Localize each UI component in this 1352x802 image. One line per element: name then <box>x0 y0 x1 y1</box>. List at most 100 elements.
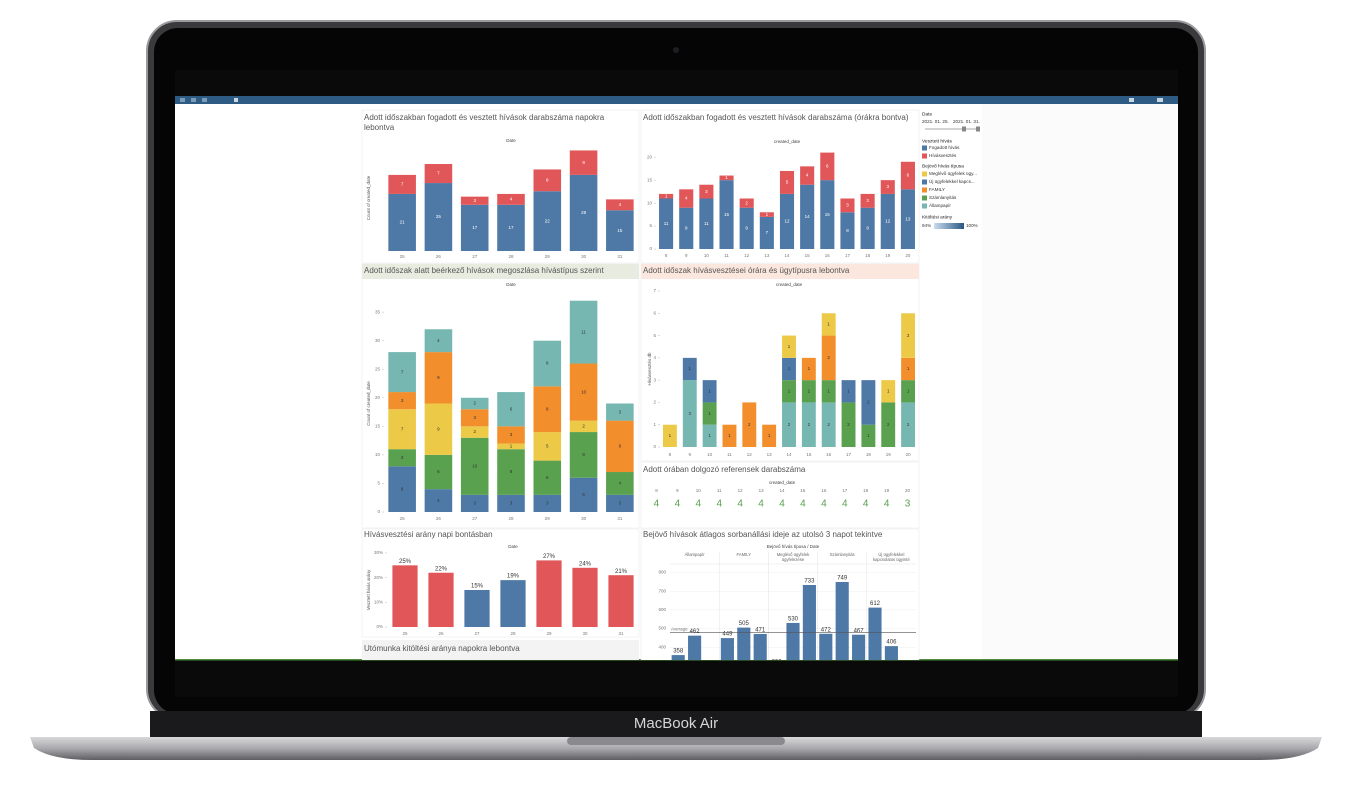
toolbar-icon[interactable] <box>202 98 207 102</box>
bar-label: 449 <box>722 632 733 638</box>
bar-label: 4 <box>437 338 440 343</box>
panel <box>640 263 920 462</box>
bar-label: 4 <box>437 498 440 503</box>
bar-segment <box>388 409 416 450</box>
bar-segment <box>388 352 416 393</box>
bar-label: 2 <box>887 422 890 427</box>
axis-header: created_date <box>774 139 801 144</box>
x-tick-label: 11 <box>727 452 732 457</box>
filter-start: 2021. 01. 25. <box>922 119 949 124</box>
bar-segment <box>881 402 896 447</box>
bar-label: 3 <box>473 501 476 506</box>
x-tick-label: 29 <box>546 631 552 636</box>
bar-label: 3 <box>473 415 476 420</box>
bar-label: 3 <box>401 455 404 460</box>
bar-segment <box>533 494 562 512</box>
bar-segment <box>821 402 836 447</box>
bar-label: 21% <box>615 569 628 575</box>
y-tick-label: 4 <box>653 355 656 360</box>
legend-swatch <box>922 203 927 209</box>
bar-label: 3 <box>619 501 622 506</box>
bar-label: 2 <box>748 422 751 427</box>
bar-label: 471 <box>755 628 766 634</box>
bar <box>500 580 526 627</box>
bar-label: 1 <box>665 193 668 198</box>
bar-segment <box>533 340 562 387</box>
x-tick-label: 12 <box>747 452 753 457</box>
bar-segment <box>497 426 525 444</box>
bar-label: 3 <box>473 198 476 203</box>
bar-label: 8 <box>582 452 585 457</box>
toolbar-icon[interactable] <box>234 98 238 102</box>
bar-label: 11 <box>704 221 709 226</box>
bar-label: 21 <box>400 220 406 225</box>
bar-segment <box>782 402 796 447</box>
y-tick-label: 700 <box>658 588 666 593</box>
bar-label: 15 <box>617 228 623 233</box>
chart-title: Adott időszakban fogadott és vesztett hí… <box>364 113 605 132</box>
bar-label: 1 <box>725 175 728 180</box>
y-tick-label: 10 <box>375 452 381 457</box>
device-label: MacBook Air <box>634 715 718 732</box>
bar-segment <box>460 494 489 512</box>
axis-header: Bejövő hívás típusa / Date <box>767 544 820 549</box>
bar-segment <box>569 420 598 433</box>
bar-label: 9 <box>745 226 748 231</box>
toolbar-icon[interactable] <box>1129 98 1134 102</box>
bar-label: 8 <box>846 228 849 233</box>
fill-rate-gradient <box>934 223 964 229</box>
bar-segment <box>702 402 717 425</box>
column-header: 9 <box>676 488 679 493</box>
bar-label: 4 <box>510 197 513 202</box>
toolbar-icon[interactable] <box>191 98 196 102</box>
title-band <box>641 264 919 279</box>
bar-label: 8 <box>546 178 549 183</box>
base-notch <box>567 737 785 745</box>
slider-handle[interactable] <box>976 126 980 132</box>
chin <box>150 711 1202 738</box>
legend-swatch <box>922 187 927 193</box>
bar-label: 6 <box>582 492 585 497</box>
bar-segment <box>699 184 714 199</box>
bar-segment <box>782 357 796 381</box>
x-tick-label: 30 <box>581 516 587 521</box>
legend-swatch <box>922 145 927 151</box>
bar-segment <box>460 196 489 205</box>
toolbar-icon[interactable] <box>1157 98 1163 102</box>
legend-swatch <box>922 171 927 177</box>
bar-label: 7 <box>401 369 404 374</box>
x-tick-label: 13 <box>767 452 773 457</box>
bar-label: 9 <box>437 426 440 431</box>
x-tick-label: 25 <box>400 516 406 521</box>
x-tick-label: 30 <box>582 631 588 636</box>
column-header: 20 <box>905 488 911 493</box>
bar-segment <box>662 424 677 447</box>
column-header: 10 <box>696 488 702 493</box>
bar-label: 612 <box>870 601 881 607</box>
bar-label: 6 <box>546 475 549 480</box>
bar-segment <box>861 424 876 447</box>
column-header: 15 <box>800 488 806 493</box>
bar-segment <box>497 392 525 427</box>
bar-segment <box>759 216 774 249</box>
legend-swatch <box>922 153 927 159</box>
bar-label: 2 <box>582 424 585 429</box>
table-value: 4 <box>800 499 806 510</box>
bar-segment <box>606 210 634 251</box>
bar-segment <box>901 380 916 403</box>
bar-label: 25% <box>399 559 412 565</box>
y-tick-label: 3 <box>653 377 656 382</box>
side-panel: Date 2021. 01. 25. 2021. 01. 31. Vesztet… <box>922 111 980 229</box>
bar-label: 2 <box>907 333 910 338</box>
bar-segment <box>702 380 717 403</box>
bar-segment <box>759 212 774 217</box>
y-tick-label: 15 <box>647 177 653 182</box>
slider-handle[interactable] <box>962 126 966 132</box>
bar-segment <box>840 212 855 249</box>
bar-segment <box>659 193 674 199</box>
title-band <box>362 264 639 279</box>
y-tick-label: 0% <box>376 624 383 629</box>
bar-segment <box>569 300 598 364</box>
bar-segment <box>533 460 562 495</box>
toolbar-icon[interactable] <box>180 98 185 102</box>
